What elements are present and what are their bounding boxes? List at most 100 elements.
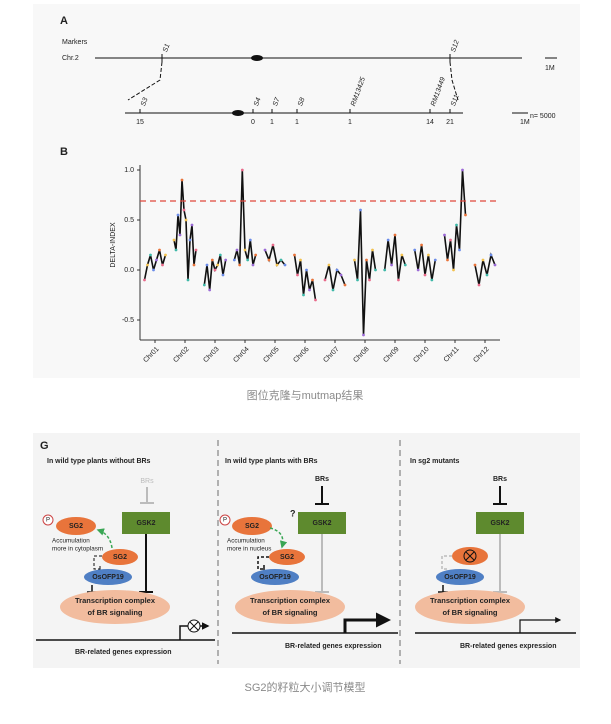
- recombinant-count: 21: [446, 119, 454, 126]
- y-tick-label: 0.5: [124, 217, 134, 224]
- delta-line: [143, 249, 167, 281]
- question: ?: [290, 508, 296, 518]
- marker-label: S8: [297, 97, 307, 108]
- delta-point: [221, 273, 225, 277]
- delta-point: [353, 258, 356, 262]
- gsk2-box: [476, 512, 524, 534]
- recombinant-count: 15: [136, 119, 144, 126]
- delta-point: [176, 213, 180, 217]
- genes-label: BR-related genes expression: [285, 643, 381, 650]
- delta-point: [343, 283, 347, 287]
- brs: BRs: [315, 476, 329, 483]
- delta-point: [427, 253, 430, 257]
- sg2-label: SG2: [280, 554, 294, 561]
- recombinant-count: 1: [348, 119, 352, 126]
- delta-point: [413, 248, 417, 252]
- zoom-line: [127, 61, 163, 101]
- delta-point: [194, 248, 198, 252]
- marker-label: S11: [450, 94, 461, 108]
- delta-line: [293, 254, 317, 301]
- delta-point: [216, 263, 220, 267]
- sg2: [56, 517, 96, 535]
- delta-point: [423, 273, 427, 277]
- delta-point: [323, 278, 327, 282]
- delta-point: [283, 263, 287, 267]
- delta-point: [383, 268, 387, 272]
- delta-point: [246, 258, 250, 262]
- delta-point: [296, 273, 299, 277]
- delta-point: [400, 253, 404, 257]
- ofp19-label: OsOFP19: [259, 574, 291, 581]
- delta-point: [481, 258, 485, 262]
- phospho: [219, 514, 231, 526]
- delta-point: [485, 273, 489, 277]
- delta-line: [474, 252, 496, 286]
- ofp19-label: OsOFP19: [92, 574, 124, 581]
- centromere: [232, 110, 244, 116]
- delta-point: [374, 268, 377, 272]
- delta-point: [430, 278, 434, 282]
- marker-label: S4: [253, 97, 263, 108]
- delta-point: [164, 253, 167, 257]
- scale-label: 1M: [520, 119, 530, 126]
- panel-title: In wild type plants without BRs: [47, 458, 151, 465]
- delta-point: [420, 243, 423, 247]
- delta-point: [458, 248, 461, 252]
- figure-g: G In wild type plants without BRs BRs GS…: [36, 440, 576, 664]
- delta-point: [493, 263, 497, 267]
- delta-point: [393, 233, 397, 237]
- recombinant-count: 0: [251, 119, 255, 126]
- phospho-label: P: [46, 518, 50, 524]
- delta-point: [473, 263, 477, 267]
- promoter-arrow: [343, 612, 391, 633]
- mutant-mark: [463, 549, 477, 563]
- blocked-x: [189, 621, 199, 631]
- marker-label: S3: [140, 97, 150, 108]
- population-label: n= 5000: [530, 113, 556, 120]
- delta-line: [353, 209, 377, 336]
- phospho-label: P: [223, 518, 227, 524]
- sg2: [269, 549, 305, 565]
- delta-point: [371, 248, 374, 252]
- translocation-arrow: [269, 527, 288, 549]
- panel-title: In sg2 mutants: [410, 458, 460, 465]
- delta-point: [254, 253, 258, 257]
- note: more in cytoplasm: [52, 546, 103, 553]
- complex-label: of BR signaling: [263, 608, 318, 617]
- delta-point: [218, 253, 222, 257]
- delta-point: [443, 233, 446, 237]
- delta-point: [464, 213, 467, 217]
- note: more in nucleus: [227, 546, 271, 553]
- panel-ab-bg: [33, 4, 580, 378]
- delta-line: [324, 264, 346, 291]
- scale-label: 1M: [545, 65, 555, 72]
- panel-label: A: [60, 15, 68, 27]
- inhibit: [257, 556, 269, 570]
- delta-point: [362, 333, 365, 337]
- promoter-arrow: [519, 617, 562, 633]
- y-tick-label: 1.0: [124, 167, 134, 174]
- mutant-x: [465, 551, 475, 561]
- delta-point: [308, 288, 311, 292]
- delta-point: [403, 263, 407, 267]
- complex: [60, 590, 170, 624]
- delta-point: [213, 268, 217, 272]
- caption: 图位克隆与mutmap结果: [247, 388, 364, 402]
- delta-point: [311, 278, 314, 282]
- centromere: [251, 55, 263, 61]
- delta-point: [224, 258, 228, 262]
- marker-label: S12: [450, 39, 461, 53]
- genes-label: BR-related genes expression: [75, 649, 171, 656]
- gsk2-label: GSK2: [312, 520, 331, 527]
- markers-label: Markers: [62, 39, 88, 46]
- delta-point: [235, 248, 239, 252]
- recombinant-count: 1: [295, 119, 299, 126]
- delta-point: [178, 233, 182, 237]
- inhibit: [441, 555, 452, 570]
- translocation-arrow: [96, 528, 113, 549]
- delta-point: [182, 208, 186, 212]
- delta-point: [279, 258, 283, 262]
- delta-point: [489, 253, 493, 257]
- y-tick-label: 0.0: [124, 267, 134, 274]
- complex-label: of BR signaling: [443, 608, 498, 617]
